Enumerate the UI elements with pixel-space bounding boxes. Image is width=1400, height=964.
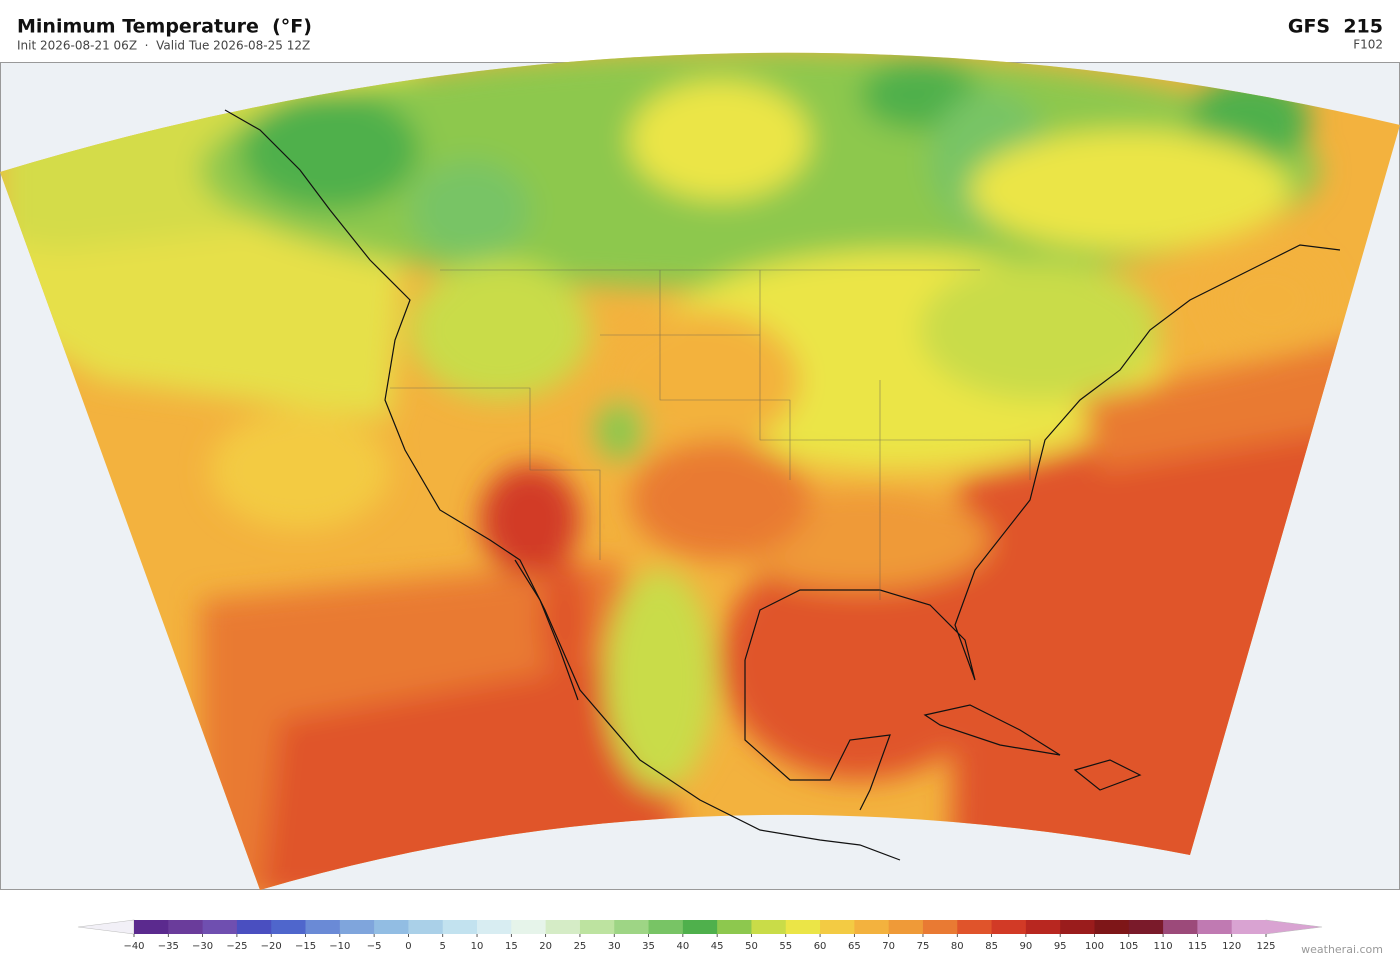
colorbar-tick-label: −40 — [123, 941, 144, 952]
colorbar-segment — [134, 920, 169, 934]
colorbar-segment — [305, 920, 341, 934]
credit: weatherai.com — [1301, 943, 1383, 956]
coastline — [224, 109, 901, 861]
colorbar-tick-label: 25 — [574, 941, 587, 952]
colorbar-segment — [1094, 920, 1130, 934]
colorbar-segment — [236, 920, 272, 934]
colorbar-tick-label: 100 — [1085, 941, 1104, 952]
colorbar-segment — [922, 920, 958, 934]
coastline — [923, 704, 1142, 791]
colorbar-segment — [785, 920, 821, 934]
colorbar-tick-label: 65 — [848, 941, 861, 952]
colorbar-tick-label: 125 — [1256, 941, 1275, 952]
colorbar-segment — [820, 920, 855, 934]
model-label: GFS 215 — [1288, 16, 1383, 38]
colorbar-segment — [1197, 920, 1233, 934]
colorbar-segment — [1060, 920, 1095, 934]
colorbar-segment — [442, 920, 478, 934]
colorbar-tick-label: 90 — [1020, 941, 1033, 952]
colorbar-tick-label: 45 — [711, 941, 724, 952]
border — [390, 269, 1031, 600]
colorbar-tick-label: 110 — [1154, 941, 1173, 952]
colorbar-tick-label: −15 — [295, 941, 316, 952]
colorbar-tick-label: 40 — [676, 941, 689, 952]
colorbar-segment — [991, 920, 1027, 934]
colorbar-tick-label: 85 — [985, 941, 998, 952]
colorbar-tick-label: 5 — [440, 941, 446, 952]
colorbar-tick-label: 55 — [779, 941, 792, 952]
colorbar-tick-label: −5 — [367, 941, 382, 952]
colorbar-segment — [1128, 920, 1164, 934]
temperature-field — [0, 52, 1400, 890]
colorbar-tick-label: 10 — [471, 941, 484, 952]
colorbar-segment — [202, 920, 238, 934]
title: Minimum Temperature (°F) — [17, 16, 312, 38]
coastline — [514, 244, 1341, 701]
colorbar-segment — [579, 920, 615, 934]
colorbar-tick-label: 80 — [951, 941, 964, 952]
colorbar-tick-label: −25 — [226, 941, 247, 952]
colorbar-tick-label: −30 — [192, 941, 213, 952]
colorbar-segment — [477, 920, 512, 934]
colorbar-segment — [682, 920, 718, 934]
subtitle: Init 2026-08-21 06Z · Valid Tue 2026-08-… — [17, 39, 310, 53]
coastline — [744, 660, 891, 811]
colorbar-segment — [374, 920, 409, 934]
colorbar-tick-label: 95 — [1054, 941, 1067, 952]
colorbar-segment — [1163, 920, 1198, 934]
colorbar-segment — [511, 920, 547, 934]
colorbar-segment — [168, 920, 204, 934]
colorbar-tick-label: 70 — [882, 941, 895, 952]
colorbar-over — [1265, 919, 1323, 935]
colorbar-segment — [717, 920, 752, 934]
colorbar-tick-label: 115 — [1188, 941, 1207, 952]
colorbar-segment — [648, 920, 684, 934]
colorbar-segment — [408, 920, 444, 934]
colorbar-tick-label: 60 — [814, 941, 827, 952]
colorbar-segment — [1231, 920, 1267, 934]
map — [0, 52, 1400, 890]
colorbar-tick-label: 120 — [1222, 941, 1241, 952]
colorbar-segment — [545, 920, 581, 934]
colorbar-segment — [339, 920, 375, 934]
colorbar-tick-label: 75 — [917, 941, 930, 952]
forecast-hour: F102 — [1353, 38, 1383, 52]
colorbar-tick-label: 35 — [642, 941, 655, 952]
colorbar-segment — [1025, 920, 1061, 934]
colorbar-segment — [271, 920, 307, 934]
colorbar-tick-label: −10 — [329, 941, 350, 952]
colorbar-tick-label: 105 — [1119, 941, 1138, 952]
colorbar-under — [77, 919, 135, 935]
colorbar-tick-label: 20 — [539, 941, 552, 952]
colorbar-tick-label: 15 — [505, 941, 518, 952]
colorbar-segment — [614, 920, 650, 934]
colorbar: −40 −35 −30 −25 −20 −15 −10 −5 0 5 10 15 20 25 30 35 40 4… — [77, 919, 1323, 952]
colorbar-tick-label: −20 — [261, 941, 282, 952]
colorbar-tick-label: −35 — [158, 941, 179, 952]
colorbar-segment — [751, 920, 787, 934]
colorbar-segment — [957, 920, 993, 934]
colorbar-segment — [854, 920, 890, 934]
colorbar-segment — [888, 920, 924, 934]
colorbar-tick-label: 30 — [608, 941, 621, 952]
colorbar-tick-label: 0 — [405, 941, 411, 952]
colorbar-tick-label: 50 — [745, 941, 758, 952]
